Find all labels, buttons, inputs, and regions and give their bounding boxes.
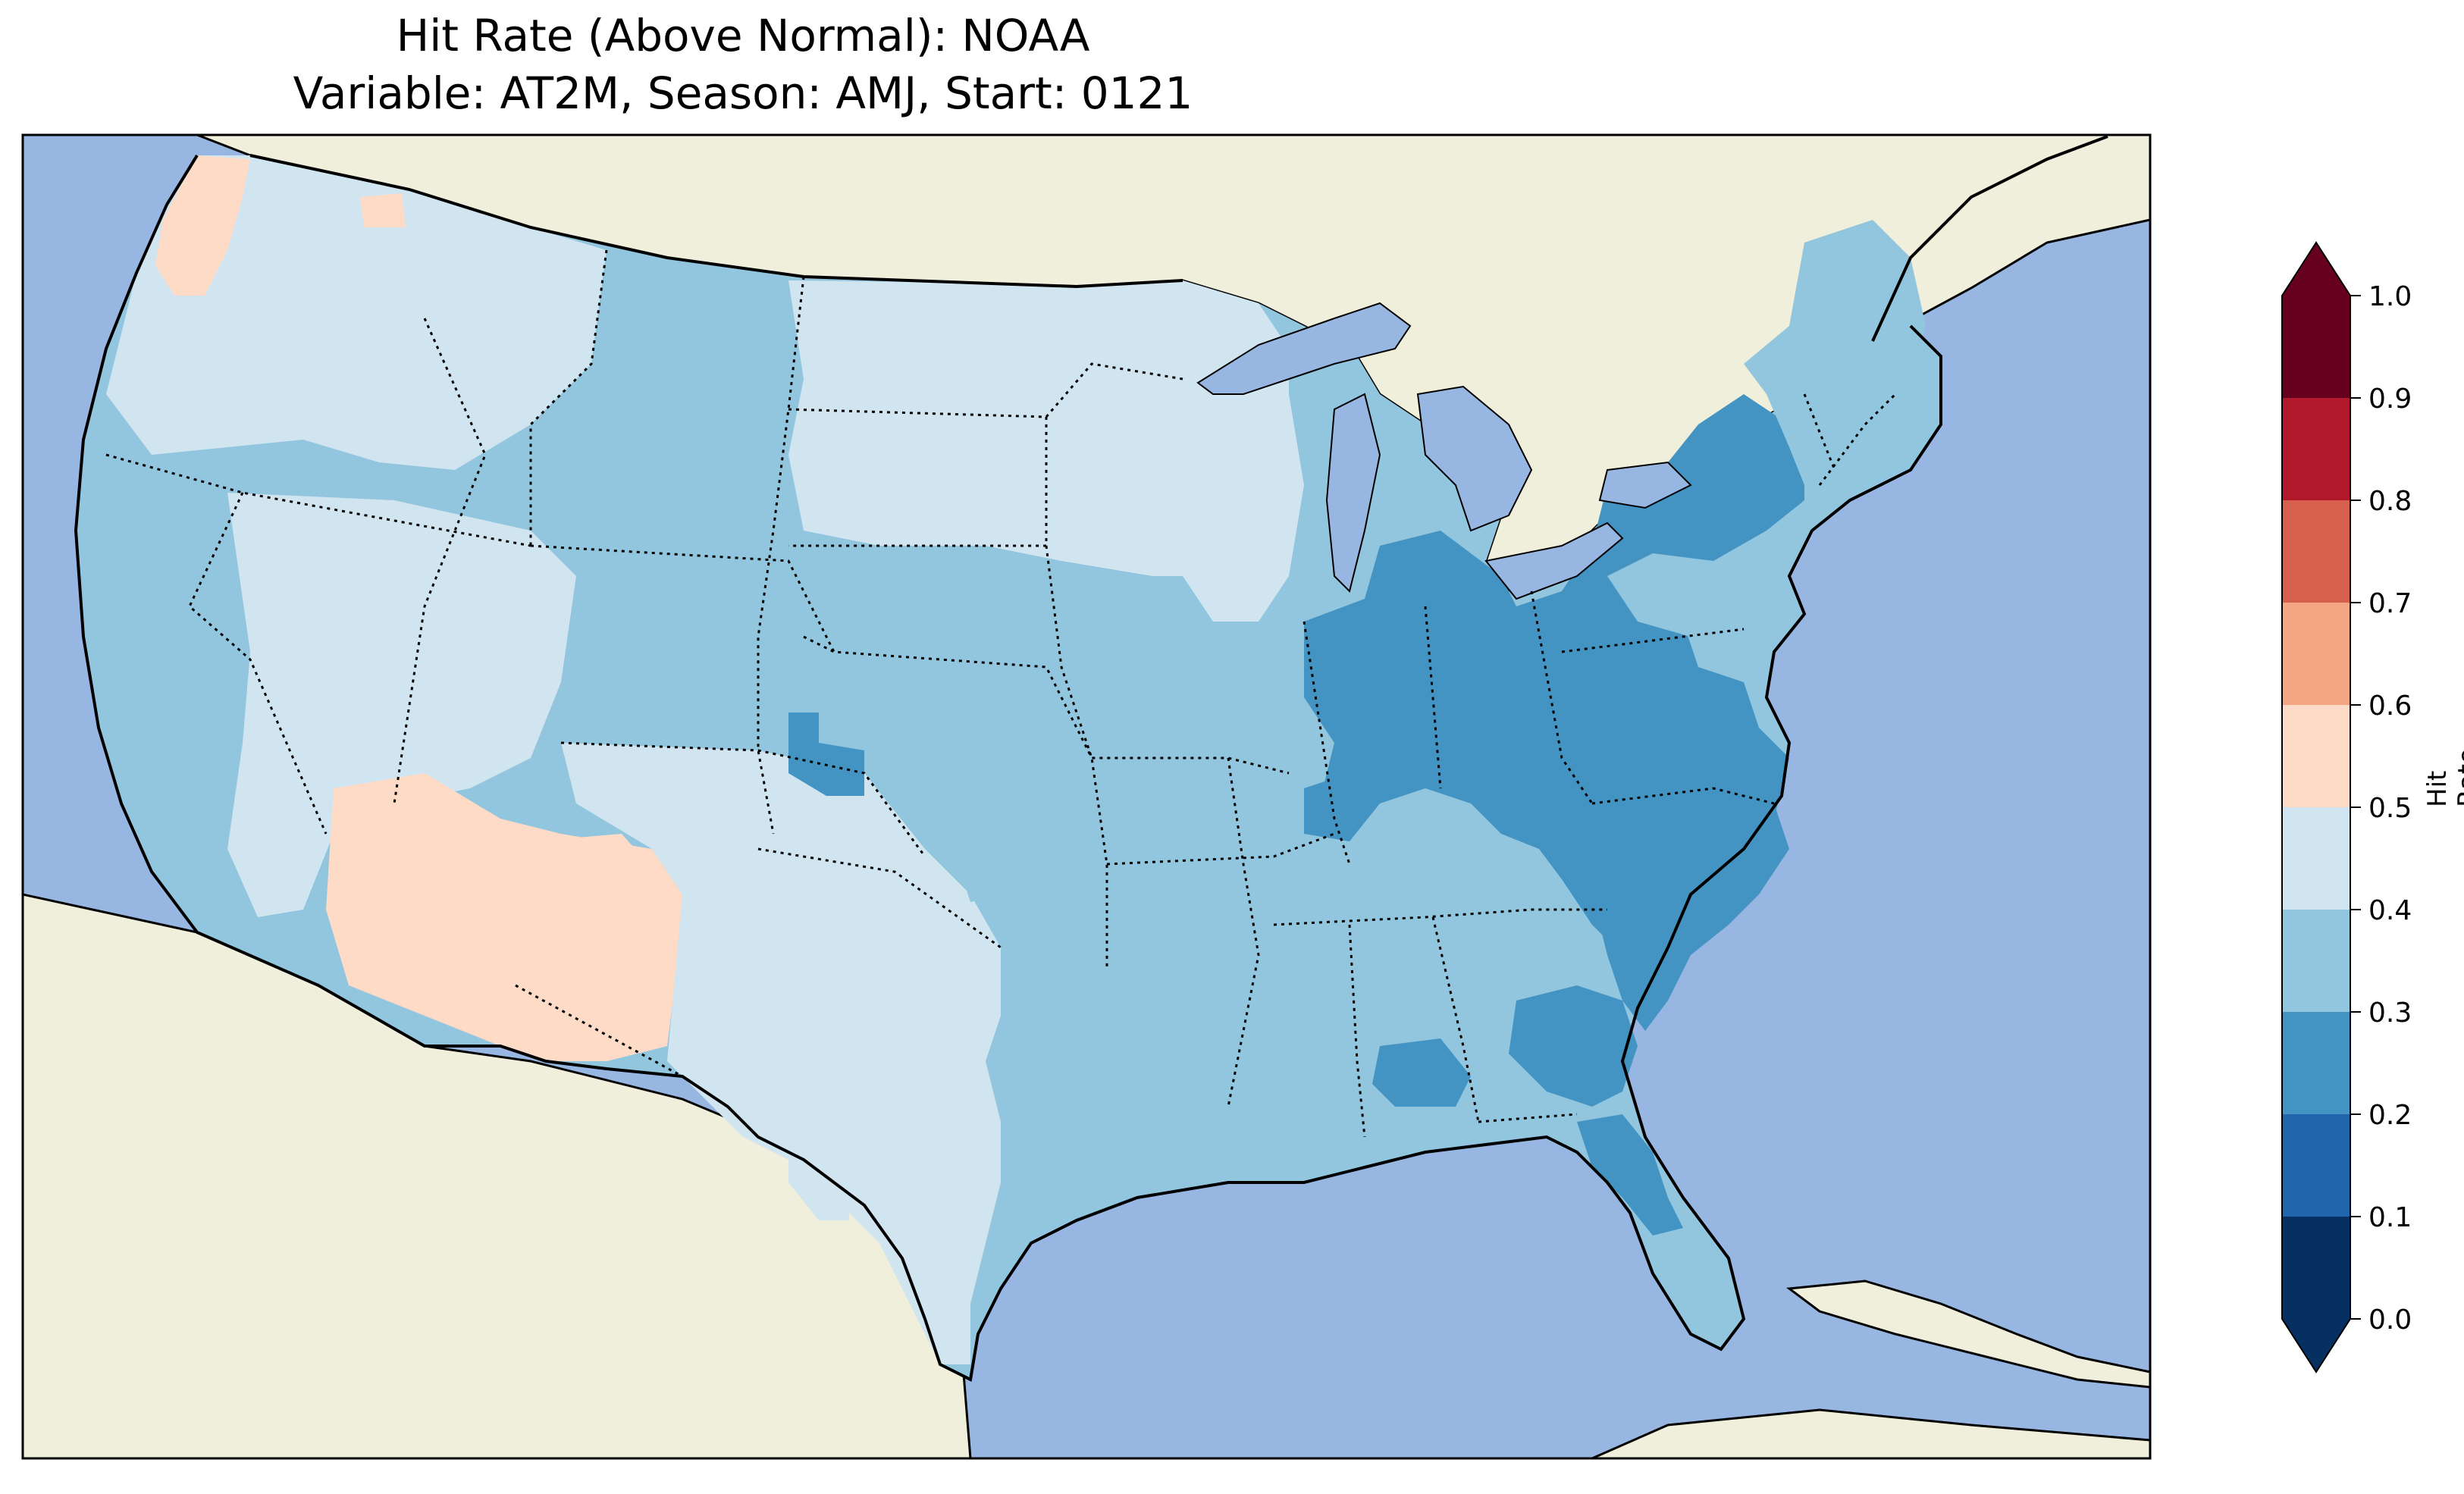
- colorbar-label: Hit Rate: [2422, 748, 2464, 807]
- colorbar-segment: [2282, 1114, 2350, 1217]
- colorbar-tick-label: 0.0: [2368, 1305, 2412, 1336]
- state-borders: [105, 249, 1897, 1138]
- map-title: Hit Rate (Above Normal): NOAA: [396, 10, 1090, 61]
- region-upper-mississippi: [1137, 364, 1304, 622]
- region-georgia-patch: [1509, 985, 1638, 1107]
- land-south-america-edge: [1591, 1408, 2150, 1458]
- colorbar-segment: [2282, 1217, 2350, 1319]
- colorbar-tick-label: 0.2: [2368, 1100, 2412, 1131]
- region-north-florida: [1577, 1114, 1683, 1236]
- region-northwest-inland-patch: [360, 193, 406, 227]
- region-great-basin: [227, 493, 576, 917]
- coastlines: [74, 135, 2108, 1382]
- colorbar-segment: [2282, 705, 2350, 807]
- colorbar-tick-label: 0.1: [2368, 1202, 2412, 1233]
- region-alabama-patch: [1372, 1038, 1471, 1107]
- map-frame: [21, 133, 2152, 1460]
- region-texas: [561, 743, 1001, 1364]
- colorbar-segment: [2282, 296, 2350, 398]
- region-kentucky-patch: [1304, 773, 1380, 841]
- colorbar-tick-label: 0.9: [2368, 384, 2412, 415]
- colorbar-segment: [2282, 398, 2350, 500]
- colorbar-extend-min: [2282, 1319, 2350, 1372]
- colorbar-tick-label: 0.5: [2368, 793, 2412, 824]
- colorbar-segment: [2282, 1012, 2350, 1114]
- colorbar: 0.0 0.1 0.2 0.3 0.4 0.5 0.6 0.7 0.8 0.9 1.0: [2281, 241, 2412, 1373]
- colorbar-segment: [2282, 910, 2350, 1012]
- region-new-mexico: [531, 834, 675, 1061]
- region-mid-atlantic-light: [1607, 553, 1744, 637]
- map-area: [23, 135, 2150, 1458]
- land-cuba: [1786, 1279, 2150, 1389]
- great-lakes: [1196, 302, 1692, 600]
- colorbar-segment: [2282, 807, 2350, 910]
- colorbar-tick-label: 0.6: [2368, 691, 2412, 722]
- colorbar-extend-max: [2282, 243, 2350, 296]
- colorbar-tick-label: 0.7: [2368, 588, 2412, 619]
- region-northwest-coast-patch: [155, 155, 250, 296]
- colorbar-tick-label: 0.8: [2368, 486, 2412, 517]
- colorbar-tick-label: 0.3: [2368, 998, 2412, 1029]
- colorbar-segment: [2282, 500, 2350, 603]
- region-central-plains: [76, 155, 1941, 1380]
- map-subtitle: Variable: AT2M, Season: AMJ, Start: 0121: [293, 67, 1193, 119]
- region-rockies-south: [955, 857, 1001, 902]
- colorbar-segment: [2282, 603, 2350, 705]
- colorbar-tick-label: 0.4: [2368, 895, 2412, 926]
- region-northeast: [1744, 220, 1926, 485]
- colorbar-tick-label: 1.0: [2368, 281, 2412, 312]
- region-carolinas: [1562, 773, 1789, 1031]
- region-colorado-patch: [788, 713, 864, 796]
